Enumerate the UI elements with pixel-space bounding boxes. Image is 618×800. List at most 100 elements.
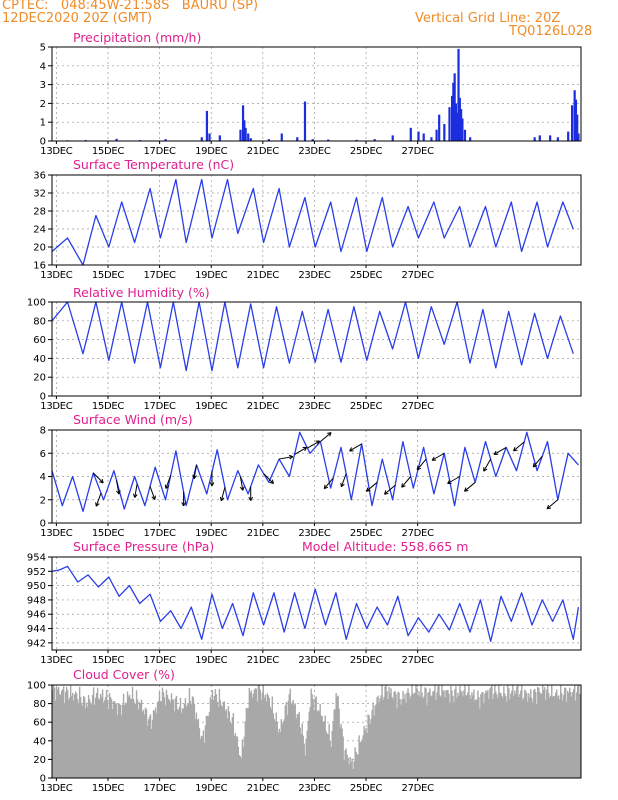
- cloud-bar: [525, 691, 527, 778]
- cloud-bar: [201, 736, 204, 778]
- cloud-bar: [292, 700, 294, 778]
- cloud-bar: [125, 703, 128, 778]
- cloud-bar: [528, 693, 530, 778]
- cloud-bar: [225, 709, 228, 778]
- precip-bar: [448, 107, 451, 141]
- cloud-bar: [542, 685, 544, 778]
- cloud-bar: [432, 691, 434, 778]
- cloud-bar: [139, 703, 142, 778]
- wind-arrow: [546, 499, 559, 510]
- cloud-bar: [395, 694, 397, 778]
- cloud-bar: [271, 696, 273, 778]
- cloud-bar: [202, 730, 205, 778]
- cloud-bar: [223, 701, 226, 778]
- cloud-bar: [275, 712, 277, 778]
- cloud-bar: [539, 691, 541, 778]
- precip-bar: [244, 127, 247, 141]
- wind-arrow: [220, 487, 226, 501]
- cloud-bar: [349, 756, 351, 778]
- cloud-bar: [458, 695, 460, 778]
- cloud-bar: [518, 696, 520, 778]
- cloud-bar: [452, 695, 454, 778]
- cloud-bar: [117, 703, 120, 778]
- precip-bar: [435, 129, 438, 141]
- cloud-bar: [152, 710, 155, 778]
- cloud-bar: [302, 735, 304, 778]
- cloud-bar: [55, 687, 58, 778]
- cloud-bar: [129, 698, 132, 778]
- cloud-bar: [122, 693, 125, 778]
- cloud-bar: [564, 687, 566, 778]
- cloud-bar: [191, 696, 194, 778]
- cloud-bar: [417, 695, 419, 778]
- cloud-bar: [200, 735, 203, 778]
- cloud-bar: [53, 687, 56, 778]
- cloud-bar: [306, 730, 308, 778]
- cloud-bar: [476, 700, 478, 778]
- wind-arrowhead: [181, 502, 186, 507]
- cloud-bar: [352, 769, 354, 778]
- cloud-bar: [442, 690, 444, 778]
- cloud-bar: [419, 696, 421, 778]
- series-line: [51, 301, 574, 372]
- cloud-bar: [512, 685, 514, 778]
- cloud-bar: [282, 721, 284, 778]
- panel-frame: [51, 301, 582, 397]
- wind-arrowhead: [269, 479, 274, 484]
- cloud-bar: [124, 702, 127, 778]
- cloud-bar: [530, 689, 532, 778]
- cloud-bar: [227, 706, 230, 778]
- cloud-bar: [365, 727, 367, 778]
- cloud-bar: [313, 710, 315, 778]
- cloud-bar: [555, 692, 557, 778]
- precip-bar: [327, 139, 330, 141]
- x-tick-label: 15DEC: [92, 270, 125, 281]
- panel-title: Cloud Cover (%): [73, 667, 175, 682]
- cloud-bar: [74, 691, 77, 778]
- cloud-bar: [411, 685, 413, 778]
- cloud-bar: [379, 698, 381, 778]
- cloud-bar: [98, 699, 101, 778]
- wind-arrowhead: [323, 484, 329, 490]
- wind-arrow: [483, 458, 492, 472]
- cloud-bar: [455, 686, 457, 778]
- precip-bar: [239, 129, 242, 141]
- cloud-bar: [451, 690, 453, 778]
- cloud-bar: [128, 694, 131, 778]
- cloud-bar: [350, 761, 352, 778]
- x-tick-label: 17DEC: [143, 401, 176, 412]
- cloud-bar: [562, 700, 564, 778]
- cloud-bar: [310, 688, 312, 778]
- cloud-bar: [289, 688, 291, 778]
- cloud-bar: [439, 695, 441, 778]
- cloud-bar: [545, 699, 547, 778]
- cloud-bar: [121, 704, 124, 778]
- cloud-bar: [219, 700, 222, 778]
- wind-arrowhead: [315, 440, 321, 445]
- cloud-bar: [273, 718, 275, 778]
- cloud-bar: [547, 685, 549, 778]
- wind-arrowhead: [483, 467, 488, 472]
- wind-arrow: [447, 476, 460, 484]
- cloud-bar: [356, 754, 358, 778]
- cloud-bar: [481, 692, 483, 778]
- precip-bar: [463, 129, 467, 141]
- cloud-bar: [137, 709, 140, 778]
- precip-bar: [450, 95, 454, 141]
- x-tick-label: 23DEC: [298, 270, 331, 281]
- wind-arrowhead: [132, 493, 138, 498]
- cloud-bar: [158, 691, 161, 778]
- cloud-bar: [164, 705, 167, 778]
- cloud-bar: [359, 742, 361, 778]
- cloud-bar: [170, 693, 173, 778]
- cloud-bar: [431, 695, 433, 778]
- y-tick-label: 28: [33, 207, 46, 218]
- wind-arrow: [278, 456, 293, 460]
- cloud-bar: [157, 700, 160, 778]
- cloud-bar: [149, 714, 152, 778]
- cloud-bar: [390, 688, 392, 778]
- cloud-bar: [575, 700, 577, 778]
- cloud-bar: [119, 704, 122, 778]
- precip-bar: [243, 120, 246, 141]
- precip-bar: [164, 139, 167, 141]
